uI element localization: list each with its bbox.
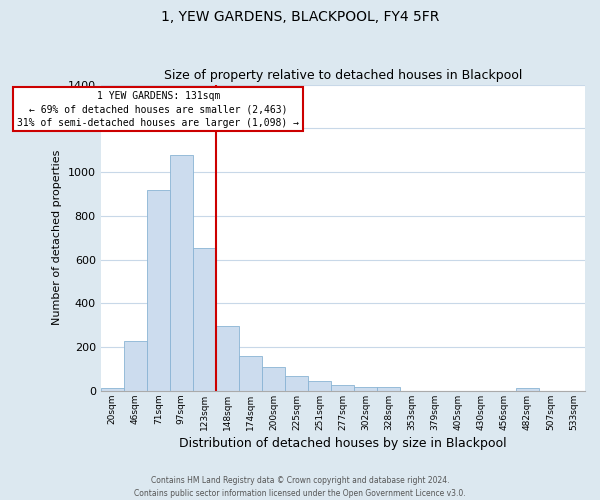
Text: Contains HM Land Registry data © Crown copyright and database right 2024.
Contai: Contains HM Land Registry data © Crown c… [134,476,466,498]
Bar [147,190,170,391]
Bar [239,356,262,391]
X-axis label: Distribution of detached houses by size in Blackpool: Distribution of detached houses by size … [179,437,506,450]
Bar [262,368,285,391]
Title: Size of property relative to detached houses in Blackpool: Size of property relative to detached ho… [164,69,522,82]
Text: 1 YEW GARDENS: 131sqm
← 69% of detached houses are smaller (2,463)
31% of semi-d: 1 YEW GARDENS: 131sqm ← 69% of detached … [17,91,299,128]
Bar [355,386,377,391]
Bar [516,388,539,391]
Bar [101,388,124,391]
Bar [124,340,147,391]
Bar [170,154,193,391]
Text: 1, YEW GARDENS, BLACKPOOL, FY4 5FR: 1, YEW GARDENS, BLACKPOOL, FY4 5FR [161,10,439,24]
Bar [308,381,331,391]
Bar [377,387,400,391]
Bar [285,376,308,391]
Bar [193,248,216,391]
Bar [216,326,239,391]
Bar [331,386,355,391]
Y-axis label: Number of detached properties: Number of detached properties [52,150,62,326]
